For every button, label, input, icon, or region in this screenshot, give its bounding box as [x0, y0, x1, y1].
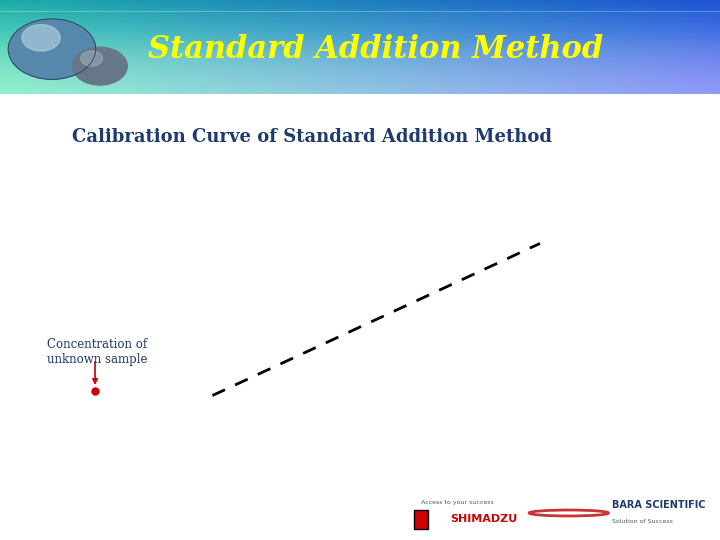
Text: Concentration of
unknown sample: Concentration of unknown sample: [47, 338, 148, 366]
FancyBboxPatch shape: [414, 510, 428, 529]
Circle shape: [8, 19, 96, 79]
Text: Calibration Curve of Standard Addition Method: Calibration Curve of Standard Addition M…: [72, 128, 552, 146]
Text: Solution of Success: Solution of Success: [612, 518, 673, 524]
Text: SHIMADZU: SHIMADZU: [450, 515, 517, 524]
Circle shape: [22, 25, 60, 51]
Circle shape: [81, 51, 103, 66]
Text: Standard Addition Method: Standard Addition Method: [148, 33, 603, 65]
Circle shape: [73, 47, 127, 85]
Text: BARA SCIENTIFIC: BARA SCIENTIFIC: [612, 500, 706, 510]
Text: Access to your success: Access to your success: [420, 500, 494, 505]
